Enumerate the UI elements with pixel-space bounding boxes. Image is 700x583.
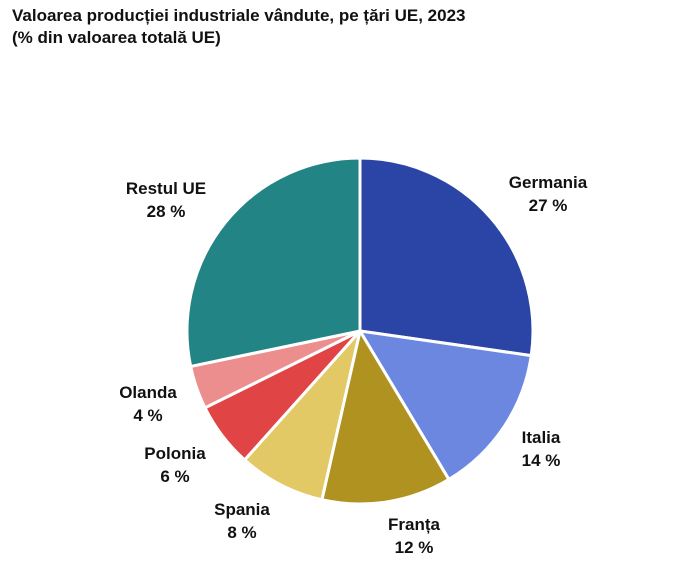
pie-slice-franta [320, 329, 451, 506]
pie-slices [185, 156, 535, 506]
slice-name-label-spania: Spania [214, 500, 270, 519]
pie-slice-restul-ue [185, 156, 362, 368]
slice-value-label-germania: 27 % [529, 196, 568, 215]
slice-name-label-restul-ue: Restul UE [126, 179, 206, 198]
slice-value-label-restul-ue: 28 % [147, 202, 186, 221]
slice-value-label-italia: 14 % [522, 451, 561, 470]
slice-value-label-olanda: 4 % [133, 406, 162, 425]
slice-value-label-polonia: 6 % [160, 467, 189, 486]
slice-name-label-olanda: Olanda [119, 383, 177, 402]
chart-title-block: Valoarea producției industriale vândute,… [12, 5, 466, 49]
slice-name-label-germania: Germania [509, 173, 588, 192]
pie-slice-germania [358, 156, 535, 358]
pie-slice-italia [358, 329, 533, 481]
slice-value-label-franta: 12 % [395, 538, 434, 557]
pie-labels: Germania 27 % Italia 14 % Franța 12 % Spania 8 … [119, 173, 588, 557]
slice-name-label-italia: Italia [522, 428, 561, 447]
chart-subtitle: (% din valoarea totală UE) [12, 28, 221, 47]
pie-slice-spania [243, 329, 362, 502]
chart-title: Valoarea producției industriale vândute,… [12, 6, 466, 25]
slice-name-label-franta: Franța [388, 515, 441, 534]
slice-value-label-spania: 8 % [227, 523, 256, 542]
slice-name-label-polonia: Polonia [144, 444, 206, 463]
